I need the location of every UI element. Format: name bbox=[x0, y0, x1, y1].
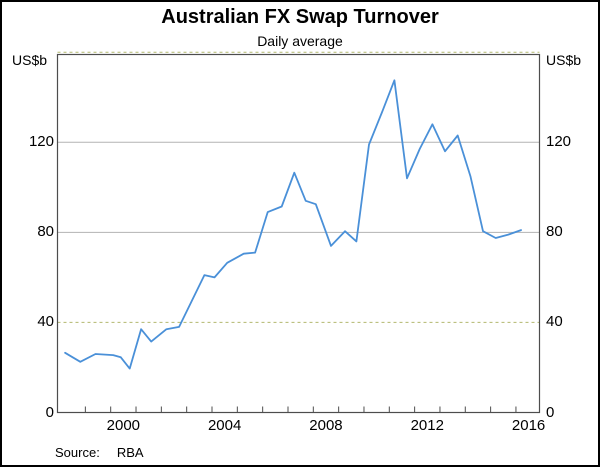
plot-border bbox=[56, 53, 541, 414]
source-value: RBA bbox=[116, 445, 144, 460]
y-tick-label-left: 40 bbox=[37, 313, 54, 331]
x-tick-label: 2012 bbox=[410, 417, 444, 434]
y-axis-unit-right: US$b bbox=[546, 52, 582, 68]
chart-title: Australian FX Swap Turnover bbox=[161, 6, 439, 28]
y-tick-label-right: 0 bbox=[546, 403, 555, 421]
x-tick-label: 2000 bbox=[106, 417, 141, 434]
chart-subtitle: Daily average bbox=[257, 33, 343, 49]
y-tick-label-right: 40 bbox=[546, 313, 563, 331]
x-tick-label: 2008 bbox=[309, 417, 343, 434]
source-note: Source: RBA bbox=[55, 445, 144, 460]
y-tick-label-right: 120 bbox=[546, 133, 572, 151]
y-axis-unit-left: US$b bbox=[12, 52, 48, 68]
series-line bbox=[64, 79, 522, 370]
x-tick-label: 2004 bbox=[207, 417, 242, 434]
y-tick-label-left: 80 bbox=[37, 223, 54, 241]
x-tick-label: 2016 bbox=[511, 417, 546, 434]
y-tick-label-left: 120 bbox=[28, 133, 54, 151]
source-label: Source: bbox=[55, 445, 100, 460]
y-tick-label-left: 0 bbox=[45, 403, 54, 421]
y-tick-label-right: 80 bbox=[546, 223, 563, 241]
